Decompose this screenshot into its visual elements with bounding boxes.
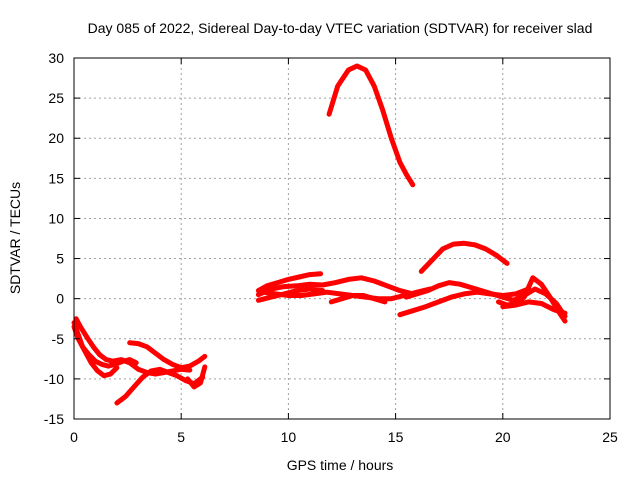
x-tick-label: 25 — [602, 429, 618, 445]
ticks — [73, 57, 611, 420]
series-arc-12 — [326, 63, 416, 188]
series-arc-15 — [403, 280, 568, 319]
y-tick-label: 20 — [48, 130, 64, 146]
y-tick-label: 25 — [48, 90, 64, 106]
series-arc-6 — [185, 364, 208, 390]
y-tick-label: 15 — [48, 170, 64, 186]
series-arc-7 — [255, 271, 324, 294]
series-layer — [71, 63, 568, 406]
y-axis-label: SDTVAR / TECUs — [7, 182, 23, 294]
series-arc-13 — [418, 240, 510, 274]
chart-title: Day 085 of 2022, Sidereal Day-to-day VTE… — [88, 20, 593, 36]
x-tick-label: 20 — [495, 429, 511, 445]
series-arc-10 — [255, 286, 326, 303]
series-arc-14 — [397, 286, 531, 318]
y-tick-label: -5 — [52, 331, 65, 347]
y-tick-label: 10 — [48, 210, 64, 226]
x-tick-labels: 0 5 10 15 20 25 — [70, 429, 618, 445]
y-tick-label: -15 — [44, 411, 64, 427]
y-tick-label: 5 — [56, 251, 64, 267]
x-axis-label: GPS time / hours — [287, 457, 394, 473]
series-arc-2 — [71, 324, 120, 379]
series-arc-8 — [255, 275, 416, 298]
series-arc-11 — [328, 293, 388, 305]
y-tick-labels: -15 -10 -5 0 5 10 15 20 25 30 — [44, 50, 64, 427]
series-arc-4 — [127, 340, 208, 371]
grid — [74, 58, 610, 419]
y-tick-label: 30 — [48, 50, 64, 66]
series-arc-9 — [260, 286, 433, 302]
x-tick-label: 15 — [388, 429, 404, 445]
x-tick-label: 10 — [281, 429, 297, 445]
plot-frame — [73, 57, 611, 420]
y-tick-label: 0 — [56, 291, 64, 307]
series-arc-17 — [500, 299, 568, 316]
y-tick-label: -10 — [44, 371, 64, 387]
x-tick-label: 0 — [70, 429, 78, 445]
x-tick-label: 5 — [177, 429, 185, 445]
